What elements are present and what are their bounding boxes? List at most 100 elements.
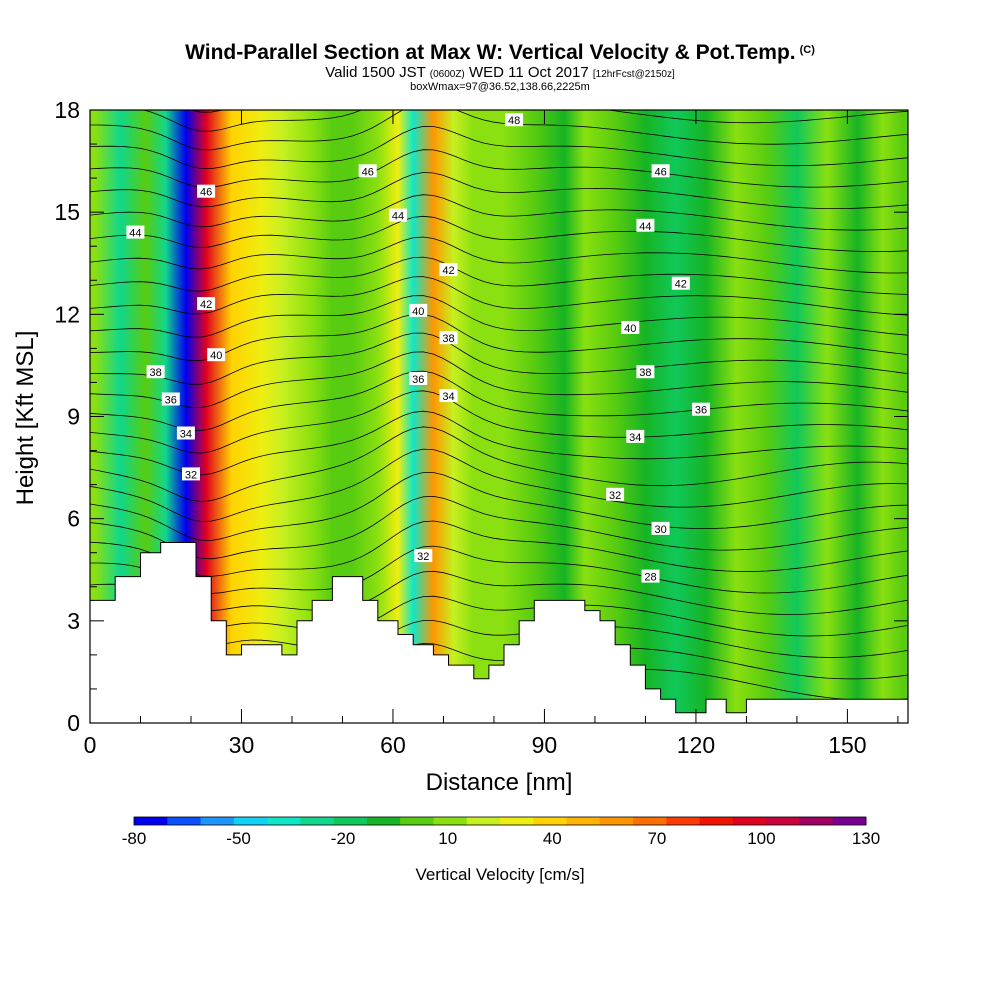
contour-label-box xyxy=(626,429,645,443)
contour-label-box xyxy=(606,487,625,501)
contour-labels: 48 46 46 46 44 44 44 42 42 42 40 40 40 38 38 38 36 36 36 34… xyxy=(126,113,710,584)
isentrope-line xyxy=(90,520,908,577)
isentrope-line xyxy=(90,410,908,476)
contour-label-box xyxy=(651,521,670,535)
contour-label-group: 46 xyxy=(358,164,377,178)
colorbar-swatch xyxy=(333,817,368,825)
colorbar-swatch xyxy=(134,817,168,825)
contour-label-group: 46 xyxy=(197,184,216,199)
copyright-mark: (C) xyxy=(799,44,815,56)
contour-label-box xyxy=(126,225,145,239)
contour-label-box xyxy=(439,389,458,403)
contour-label-40-10: 40 xyxy=(210,350,222,362)
colorbar-swatch xyxy=(466,817,501,825)
y-tick-label-18: 18 xyxy=(54,97,80,123)
contour-label-38-15: 38 xyxy=(639,367,651,379)
contour-label-box xyxy=(641,569,660,583)
contour-label-box xyxy=(358,164,377,178)
colorbar-swatch xyxy=(699,817,734,825)
contour-label-group: 40 xyxy=(621,321,640,335)
x-tick-label-90: 90 xyxy=(532,732,558,758)
terrain xyxy=(90,542,908,723)
isentrope-line xyxy=(90,545,908,594)
contour-label-46-1: 46 xyxy=(200,187,212,199)
contour-label-group: 38 xyxy=(146,365,165,379)
isentrope-line xyxy=(90,149,908,188)
contour-label-36-17: 36 xyxy=(412,374,424,386)
contour-label-box xyxy=(389,208,407,222)
x-tick-label-0: 0 xyxy=(84,732,97,758)
colorbar-label-70: 70 xyxy=(647,829,666,848)
colorbar-swatch xyxy=(433,817,468,825)
contour-label-group: 38 xyxy=(439,331,458,345)
contour-label-group: 42 xyxy=(671,276,690,291)
subtitle-forecast: [12hrFcst@2150z] xyxy=(592,69,675,80)
isentrope-line xyxy=(90,256,908,295)
isentrope-line xyxy=(90,276,908,316)
contour-label-box xyxy=(692,402,710,416)
contour-label-group: 32 xyxy=(414,549,433,563)
subtitle-date: WED 11 Oct 2017 xyxy=(468,64,589,81)
contour-label-box xyxy=(505,113,524,127)
colorbar-swatch xyxy=(233,817,268,825)
isentrope-line xyxy=(90,110,908,151)
colorbar-swatch xyxy=(832,817,867,825)
contour-label-46-3: 46 xyxy=(654,166,666,178)
contour-label-34-21: 34 xyxy=(629,432,641,444)
isentrope-line xyxy=(90,570,908,615)
contour-label-44-5: 44 xyxy=(392,211,404,223)
contour-label-44-6: 44 xyxy=(639,221,651,233)
contour-label-box xyxy=(161,392,180,406)
contour-label-36-18: 36 xyxy=(695,405,707,417)
contour-label-30-25: 30 xyxy=(654,524,666,536)
isentrope-line xyxy=(90,236,908,274)
contour-label-42-7: 42 xyxy=(200,299,212,311)
contour-label-38-14: 38 xyxy=(442,333,454,345)
colorbar-swatch xyxy=(267,817,301,825)
contour-label-42-8: 42 xyxy=(442,265,454,277)
colorbar-label--80: -80 xyxy=(122,829,147,848)
contour-label-group: 34 xyxy=(176,426,195,441)
contour-label-box xyxy=(207,348,226,362)
isentrope-line xyxy=(90,370,908,432)
y-tick-label-3: 3 xyxy=(67,608,80,634)
contour-label-34-20: 34 xyxy=(442,391,454,403)
colorbar-swatch xyxy=(666,817,701,825)
contour-label-group: 44 xyxy=(389,208,407,223)
isentrope-line xyxy=(90,495,908,560)
y-tick-label-15: 15 xyxy=(54,199,80,225)
contour-label-46-2: 46 xyxy=(362,166,374,178)
contour-label-box xyxy=(197,297,216,311)
subtitle-valid: Valid 1500 JST xyxy=(325,64,426,81)
colorbar: -80 -50 -20 10 40 70 100 130 xyxy=(122,816,880,848)
contour-label-group: 42 xyxy=(197,297,216,311)
contour-label-38-13: 38 xyxy=(149,367,161,379)
contour-label-box xyxy=(651,164,670,178)
x-tick-label-30: 30 xyxy=(229,732,255,758)
contour-label-group: 44 xyxy=(636,218,655,233)
contour-label-group: 40 xyxy=(207,348,226,362)
contour-label-box xyxy=(439,331,458,345)
colorbar-swatch xyxy=(366,817,401,825)
colorbar-label-100: 100 xyxy=(747,829,775,848)
contour-label-group: 38 xyxy=(636,365,655,379)
colorbar-swatch xyxy=(200,817,235,825)
isentrope-line xyxy=(90,314,908,362)
isentrope-line xyxy=(90,125,908,170)
contour-label-group: 34 xyxy=(626,429,645,444)
contour-label-44-4: 44 xyxy=(129,228,141,240)
contour-label-40-11: 40 xyxy=(412,306,424,318)
subtitle-utc: (0600Z) xyxy=(429,69,465,80)
contour-label-box xyxy=(409,372,428,385)
x-tick-label-120: 120 xyxy=(677,732,715,758)
contour-label-34-19: 34 xyxy=(180,429,192,441)
contour-label-group: 30 xyxy=(651,521,670,536)
isentrope-line xyxy=(189,110,224,113)
plot-area: 48 46 46 46 44 44 44 42 42 42 40 40 40 38 38 38 36 36 36 34… xyxy=(90,110,908,723)
contour-label-group: 28 xyxy=(641,569,660,584)
x-tick-label-60: 60 xyxy=(380,732,406,758)
contour-label-group: 34 xyxy=(439,389,458,403)
colorbar-swatch xyxy=(732,817,767,825)
colorbar-title: Vertical Velocity [cm/s] xyxy=(415,865,584,884)
